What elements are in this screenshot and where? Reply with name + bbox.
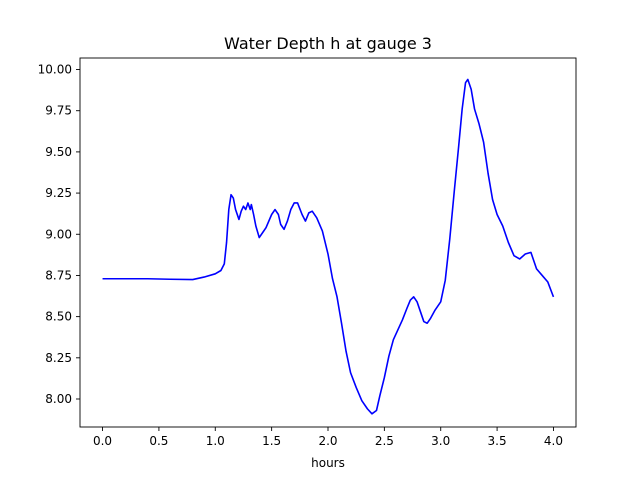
x-tick-label: 0.0: [93, 434, 112, 448]
y-tick-label: 8.25: [45, 351, 72, 365]
x-tick-label: 1.0: [206, 434, 225, 448]
y-tick-label: 8.00: [45, 392, 72, 406]
y-tick-label: 10.00: [38, 63, 72, 77]
y-tick-label: 8.75: [45, 268, 72, 282]
series-line-0: [102, 78, 555, 415]
chart-title: Water Depth h at gauge 3: [224, 34, 432, 53]
plot-area: 0.0 0.5 1.0 1.5 2.0 2.5 3.0 3.5 4.0 8.00 8.25 8.50 8…: [38, 57, 577, 448]
x-tick-label: 3.0: [431, 434, 450, 448]
x-tick-label: 3.5: [488, 434, 507, 448]
x-tick-label: 4.0: [544, 434, 563, 448]
x-tick-label: 1.5: [262, 434, 281, 448]
x-tick-label: 2.5: [375, 434, 394, 448]
y-tick-label: 9.25: [45, 186, 72, 200]
y-tick-label: 8.50: [45, 310, 72, 324]
x-axis-label: hours: [311, 456, 345, 470]
x-tick-label: 0.5: [149, 434, 168, 448]
plot-frame: [79, 57, 577, 428]
y-tick-label: 9.00: [45, 227, 72, 241]
x-tick-label: 2.0: [318, 434, 337, 448]
y-tick-label: 9.75: [45, 104, 72, 118]
y-tick-label: 9.50: [45, 145, 72, 159]
